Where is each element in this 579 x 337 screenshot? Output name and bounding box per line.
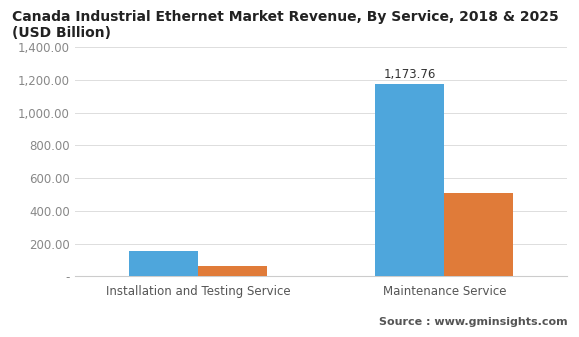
Legend: 2018, 2025: 2018, 2025 — [256, 334, 387, 337]
Bar — [375, 84, 445, 276]
Bar — [445, 193, 513, 276]
Bar — [129, 251, 198, 276]
Text: Source : www.gminsights.com: Source : www.gminsights.com — [379, 317, 567, 327]
Text: 1,173.76: 1,173.76 — [384, 68, 436, 81]
Text: Canada Industrial Ethernet Market Revenue, By Service, 2018 & 2025 (USD Billion): Canada Industrial Ethernet Market Revenu… — [12, 10, 558, 40]
Bar — [198, 266, 267, 276]
